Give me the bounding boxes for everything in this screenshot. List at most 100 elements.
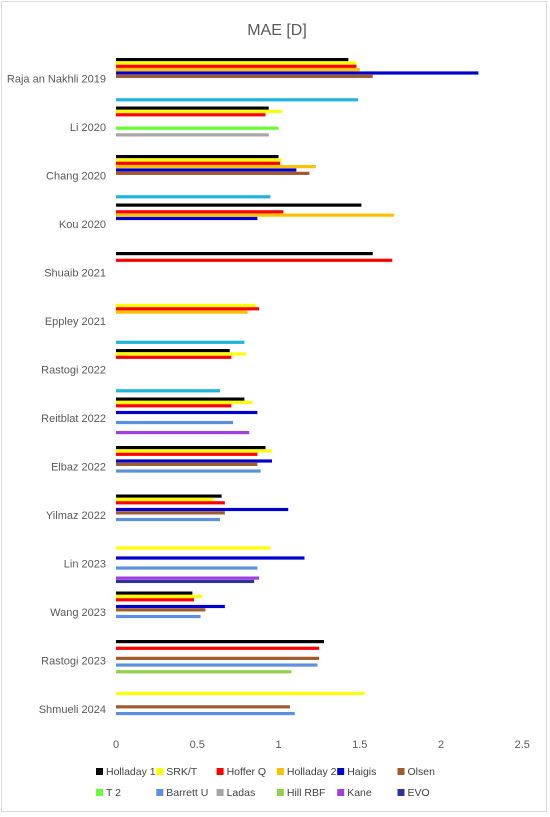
- category-label-shuaib-2021: Shuaib 2021: [44, 267, 106, 279]
- bar-haigis-yilmaz-2022: [116, 507, 289, 512]
- bar-holladay-1-yilmaz-2022: [116, 494, 222, 498]
- bar-olsen-raja-an-nakhli-2019: [116, 74, 373, 78]
- legend-label-holladay-1: Holladay 1: [106, 766, 156, 778]
- legend-swatch-kane: [337, 789, 345, 796]
- legend-swatch-holladay-1: [96, 768, 103, 775]
- bar-hoffer-q-reitblat-2022: [116, 404, 232, 408]
- category-label-eppley-2021: Eppley 2021: [45, 316, 106, 328]
- bar-unnamed-rastogi-2022: [116, 389, 220, 393]
- bar-srk-t-shmueli-2024: [116, 691, 365, 696]
- legend-swatch-haigis: [337, 768, 345, 775]
- bar-ladas-li-2020: [116, 133, 269, 137]
- legend-label-barrett-u: Barrett U: [166, 787, 208, 799]
- bar-haigis-kou-2020: [116, 216, 258, 221]
- category-label-reitblat-2022: Reitblat 2022: [41, 413, 106, 425]
- bar-holladay-1-reitblat-2022: [116, 397, 245, 401]
- legend-label-haigis: Haigis: [347, 766, 376, 778]
- bar-kane-reitblat-2022: [116, 431, 250, 435]
- bar-srk-t-lin-2023: [116, 546, 271, 550]
- bar-holladay-2-chang-2020: [116, 165, 316, 169]
- bar-haigis-wang-2023: [116, 604, 225, 609]
- bar-barrett-u-wang-2023: [116, 614, 201, 619]
- bar-haigis-reitblat-2022: [116, 410, 258, 415]
- bar-hoffer-q-rastogi-2023: [116, 646, 320, 650]
- category-label-raja-an-nakhli-2019: Raja an Nakhli 2019: [7, 73, 106, 85]
- bar-holladay-1-li-2020: [116, 106, 269, 110]
- legend-swatch-ladas: [216, 789, 224, 796]
- bar-unnamed-raja-an-nakhli-2019: [116, 98, 359, 102]
- bar-evo-lin-2023: [116, 579, 255, 584]
- legend-label-ladas: Ladas: [227, 787, 256, 799]
- bar-holladay-1-rastogi-2023: [116, 640, 324, 644]
- bar-srk-t-elbaz-2022: [116, 449, 272, 453]
- category-label-rastogi-2022: Rastogi 2022: [41, 364, 106, 376]
- category-label-chang-2020: Chang 2020: [46, 170, 106, 182]
- bar-hill-rbf-rastogi-2023: [116, 670, 292, 674]
- legend-swatch-hoffer-q: [216, 768, 224, 775]
- bar-unnamed-chang-2020: [116, 195, 271, 199]
- bar-holladay-1-raja-an-nakhli-2019: [116, 58, 349, 62]
- bar-barrett-u-reitblat-2022: [116, 420, 233, 425]
- bar-holladay-1-shuaib-2021: [116, 252, 373, 256]
- bar-olsen-elbaz-2022: [116, 462, 258, 466]
- bar-hoffer-q-yilmaz-2022: [116, 501, 225, 505]
- bar-holladay-2-raja-an-nakhli-2019: [116, 68, 360, 72]
- category-label-lin-2023: Lin 2023: [64, 558, 106, 570]
- legend-label-t-2: T 2: [106, 787, 121, 799]
- bar-srk-t-raja-an-nakhli-2019: [116, 61, 357, 65]
- bar-olsen-yilmaz-2022: [116, 511, 225, 515]
- bar-holladay-1-rastogi-2022: [116, 349, 230, 353]
- legend-label-evo: EVO: [408, 787, 430, 799]
- bar-barrett-u-lin-2023: [116, 566, 258, 570]
- bar-srk-t-chang-2020: [116, 158, 282, 162]
- bar-hoffer-q-eppley-2021: [116, 307, 259, 311]
- category-label-rastogi-2023: Rastogi 2023: [41, 655, 106, 667]
- bar-holladay-1-kou-2020: [116, 203, 362, 207]
- bar-hoffer-q-raja-an-nakhli-2019: [116, 64, 357, 68]
- x-tick-label-2-5: 2.5: [515, 739, 530, 751]
- legend-swatch-evo: [397, 789, 405, 796]
- bar-srk-t-reitblat-2022: [116, 400, 253, 405]
- bar-olsen-shmueli-2024: [116, 705, 290, 709]
- bar-t-2-li-2020: [116, 126, 279, 130]
- category-label-wang-2023: Wang 2023: [50, 607, 106, 619]
- bar-srk-t-wang-2023: [116, 594, 203, 599]
- bar-barrett-u-elbaz-2022: [116, 469, 261, 473]
- x-tick-label-0-5: 0.5: [190, 739, 205, 751]
- legend-label-srk-t: SRK/T: [166, 766, 198, 778]
- bar-barrett-u-shmueli-2024: [116, 711, 295, 716]
- bar-hoffer-q-wang-2023: [116, 598, 194, 602]
- bar-hoffer-q-rastogi-2022: [116, 355, 232, 359]
- bar-hoffer-q-chang-2020: [116, 161, 281, 165]
- chart-title: MAE [D]: [247, 22, 307, 39]
- x-tick-label-2: 2: [438, 739, 444, 751]
- category-label-yilmaz-2022: Yilmaz 2022: [46, 510, 106, 522]
- bar-hoffer-q-kou-2020: [116, 210, 284, 214]
- x-tick-label-1: 1: [275, 739, 281, 751]
- bar-haigis-raja-an-nakhli-2019: [116, 71, 479, 75]
- bar-hoffer-q-li-2020: [116, 113, 266, 117]
- category-label-li-2020: Li 2020: [70, 122, 106, 134]
- bar-hoffer-q-elbaz-2022: [116, 452, 258, 456]
- bar-kane-lin-2023: [116, 576, 259, 580]
- bar-srk-t-li-2020: [116, 109, 282, 114]
- bar-holladay-1-chang-2020: [116, 155, 279, 159]
- legend-label-holladay-2: Holladay 2: [287, 766, 337, 778]
- legend-swatch-holladay-2: [276, 768, 284, 775]
- bar-srk-t-rastogi-2022: [116, 352, 246, 356]
- bar-olsen-rastogi-2023: [116, 656, 320, 660]
- category-label-kou-2020: Kou 2020: [59, 219, 106, 231]
- legend-swatch-t-2: [96, 789, 103, 796]
- bar-srk-t-yilmaz-2022: [116, 497, 214, 502]
- bar-hoffer-q-shuaib-2021: [116, 258, 393, 262]
- bar-olsen-wang-2023: [116, 608, 206, 612]
- bar-olsen-chang-2020: [116, 171, 310, 175]
- legend-label-hoffer-q: Hoffer Q: [227, 766, 267, 778]
- bar-holladay-2-kou-2020: [116, 213, 394, 217]
- bar-barrett-u-yilmaz-2022: [116, 517, 220, 522]
- bar-unnamed-eppley-2021: [116, 340, 245, 344]
- legend-swatch-olsen: [397, 768, 405, 775]
- x-tick-label-1-5: 1.5: [352, 739, 367, 751]
